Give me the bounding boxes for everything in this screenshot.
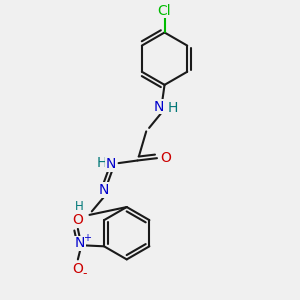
Text: O: O bbox=[160, 151, 171, 165]
Text: N: N bbox=[154, 100, 164, 114]
Text: O: O bbox=[72, 262, 83, 276]
Text: Cl: Cl bbox=[158, 4, 171, 18]
Text: -: - bbox=[82, 267, 86, 280]
Text: H: H bbox=[75, 200, 84, 213]
Text: N: N bbox=[106, 157, 116, 171]
Text: O: O bbox=[72, 213, 83, 227]
Text: N: N bbox=[75, 236, 86, 250]
Text: H: H bbox=[97, 156, 107, 170]
Text: N: N bbox=[99, 183, 109, 197]
Text: +: + bbox=[82, 233, 91, 244]
Text: H: H bbox=[168, 101, 178, 115]
